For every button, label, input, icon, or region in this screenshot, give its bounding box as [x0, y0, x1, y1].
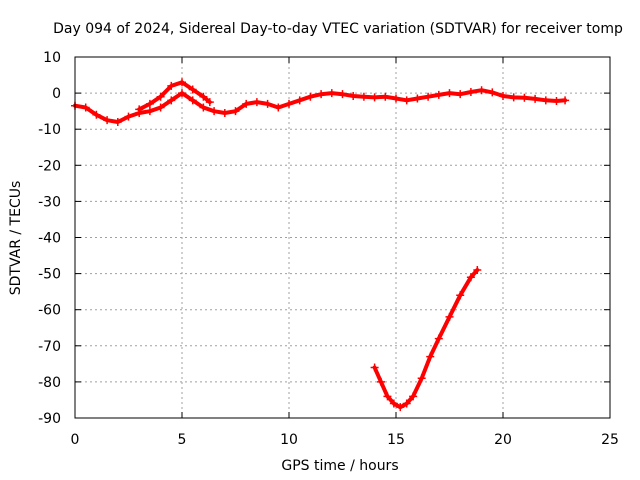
data-point	[199, 103, 208, 112]
y-tick-label: -80	[38, 375, 61, 391]
series-line-dip	[372, 268, 480, 410]
data-point	[445, 312, 454, 321]
data-point	[424, 92, 433, 101]
data-point	[349, 91, 358, 100]
x-tick-label: 10	[280, 432, 298, 448]
data-point	[178, 78, 186, 87]
data-point	[434, 90, 443, 99]
y-tick-label: -30	[38, 194, 61, 210]
data-point	[220, 108, 229, 117]
y-tick-label: -40	[38, 231, 61, 247]
data-point	[520, 93, 529, 102]
data-point	[295, 96, 304, 105]
data-point	[389, 399, 398, 408]
data-point	[456, 291, 465, 300]
data-point	[167, 96, 176, 105]
data-point	[263, 99, 272, 108]
data-point	[392, 94, 400, 103]
data-point	[509, 93, 518, 102]
y-tick-label: -70	[38, 339, 61, 355]
data-point	[327, 89, 336, 98]
x-tick-label: 20	[494, 432, 512, 448]
data-point	[473, 265, 482, 274]
data-point	[306, 92, 315, 101]
data-point	[445, 89, 454, 98]
chart-title: Day 094 of 2024, Sidereal Day-to-day VTE…	[53, 21, 623, 37]
data-point	[466, 273, 475, 282]
data-point	[434, 334, 443, 343]
series-group	[71, 78, 570, 412]
data-point	[188, 96, 197, 105]
data-point	[274, 103, 283, 112]
data-point	[541, 96, 550, 105]
data-point	[370, 363, 379, 372]
y-tick-label: 0	[52, 86, 61, 102]
data-point	[396, 403, 405, 412]
data-point	[156, 92, 165, 101]
y-tick-label: -50	[38, 267, 61, 283]
data-point	[409, 392, 418, 401]
x-tick-label: 25	[601, 432, 619, 448]
data-point	[199, 92, 208, 101]
data-point	[145, 107, 154, 116]
data-point	[231, 107, 240, 116]
data-point	[552, 97, 561, 106]
data-point	[561, 96, 570, 105]
axis-ticks	[74, 56, 611, 419]
y-tick-label: -20	[38, 158, 61, 174]
tick-labels: 0 5 10 15 20 25 10 0 -10 -20 -30 -40 -50 -60 -70 -80 -90	[38, 50, 619, 448]
y-tick-label: -90	[38, 411, 61, 427]
data-point	[145, 99, 154, 108]
series-line-upper-branch	[137, 80, 212, 112]
data-point	[178, 89, 186, 98]
data-point	[124, 112, 133, 121]
data-point	[417, 374, 426, 383]
data-point	[402, 96, 411, 105]
data-point	[205, 98, 214, 107]
data-point	[426, 352, 435, 361]
data-point	[167, 81, 176, 90]
x-tick-label: 15	[387, 432, 405, 448]
data-point	[456, 90, 465, 99]
y-tick-label: -10	[38, 122, 61, 138]
y-axis-label: SDTVAR / TECUs	[8, 181, 24, 296]
data-point	[499, 91, 507, 100]
data-point	[285, 99, 293, 108]
data-point	[252, 98, 261, 107]
data-point	[188, 85, 197, 94]
x-axis-label: GPS time / hours	[281, 458, 398, 474]
data-point	[317, 90, 326, 99]
x-tick-label: 5	[178, 432, 187, 448]
data-point	[488, 88, 497, 97]
data-point	[135, 105, 144, 114]
data-point	[402, 399, 411, 408]
data-point	[381, 92, 390, 101]
data-point	[242, 99, 251, 108]
data-point	[338, 90, 347, 99]
data-point	[383, 392, 392, 401]
y-tick-label: 10	[43, 50, 61, 66]
data-point	[377, 377, 386, 386]
data-point	[531, 94, 540, 103]
data-point	[477, 86, 486, 95]
data-point	[413, 94, 422, 103]
data-point	[359, 92, 368, 101]
data-point	[210, 107, 219, 116]
grid-lines	[75, 57, 610, 418]
x-tick-label: 0	[71, 432, 80, 448]
data-point	[103, 116, 112, 125]
data-point	[370, 93, 379, 102]
data-point	[113, 117, 122, 126]
data-point	[81, 103, 90, 112]
data-point	[92, 110, 101, 119]
data-point	[466, 88, 475, 97]
y-tick-label: -60	[38, 303, 61, 319]
data-point	[156, 103, 165, 112]
